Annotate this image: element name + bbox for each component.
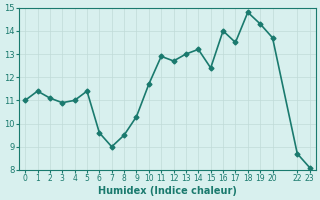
X-axis label: Humidex (Indice chaleur): Humidex (Indice chaleur) (98, 186, 237, 196)
